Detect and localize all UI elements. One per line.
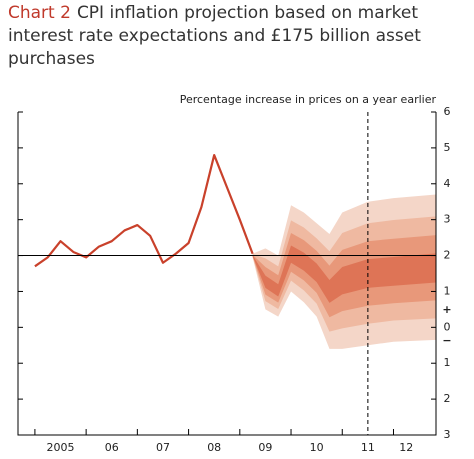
x-tick-label: 08 — [207, 441, 221, 454]
cpi-line — [34, 153, 254, 268]
x-tick-label: 06 — [105, 441, 119, 454]
y-axis-label: Percentage increase in prices on a year … — [180, 93, 437, 106]
x-tick-label: 10 — [310, 441, 324, 454]
y-tick-label: 4 — [444, 177, 451, 190]
chart-title: CPI inflation projection based on market… — [8, 3, 421, 69]
fan-band — [252, 245, 436, 303]
y-tick-label: 3 — [444, 428, 451, 441]
y-tick-label: 2 — [444, 392, 451, 405]
x-tick-label: 11 — [361, 441, 375, 454]
y-tick-label: 1 — [444, 284, 451, 297]
title: Chart 2 CPI inflation projection based on… — [8, 2, 448, 71]
x-tick-label: 09 — [258, 441, 272, 454]
y-tick-label: 2 — [444, 249, 451, 262]
sign-label: + — [442, 303, 451, 316]
x-tick-label: 2005 — [47, 441, 75, 454]
chart-label: Chart 2 — [8, 3, 71, 23]
y-tick-label: 1 — [444, 356, 451, 369]
x-tick-label: 07 — [156, 441, 170, 454]
x-tick-label: 12 — [399, 441, 413, 454]
y-tick-label: 6 — [444, 105, 451, 118]
frame — [17, 112, 437, 436]
y-tick-label: 5 — [444, 141, 451, 154]
sign-label: − — [442, 334, 451, 347]
y-tick-label: 3 — [444, 213, 451, 226]
y-tick-label: 0 — [444, 320, 451, 333]
